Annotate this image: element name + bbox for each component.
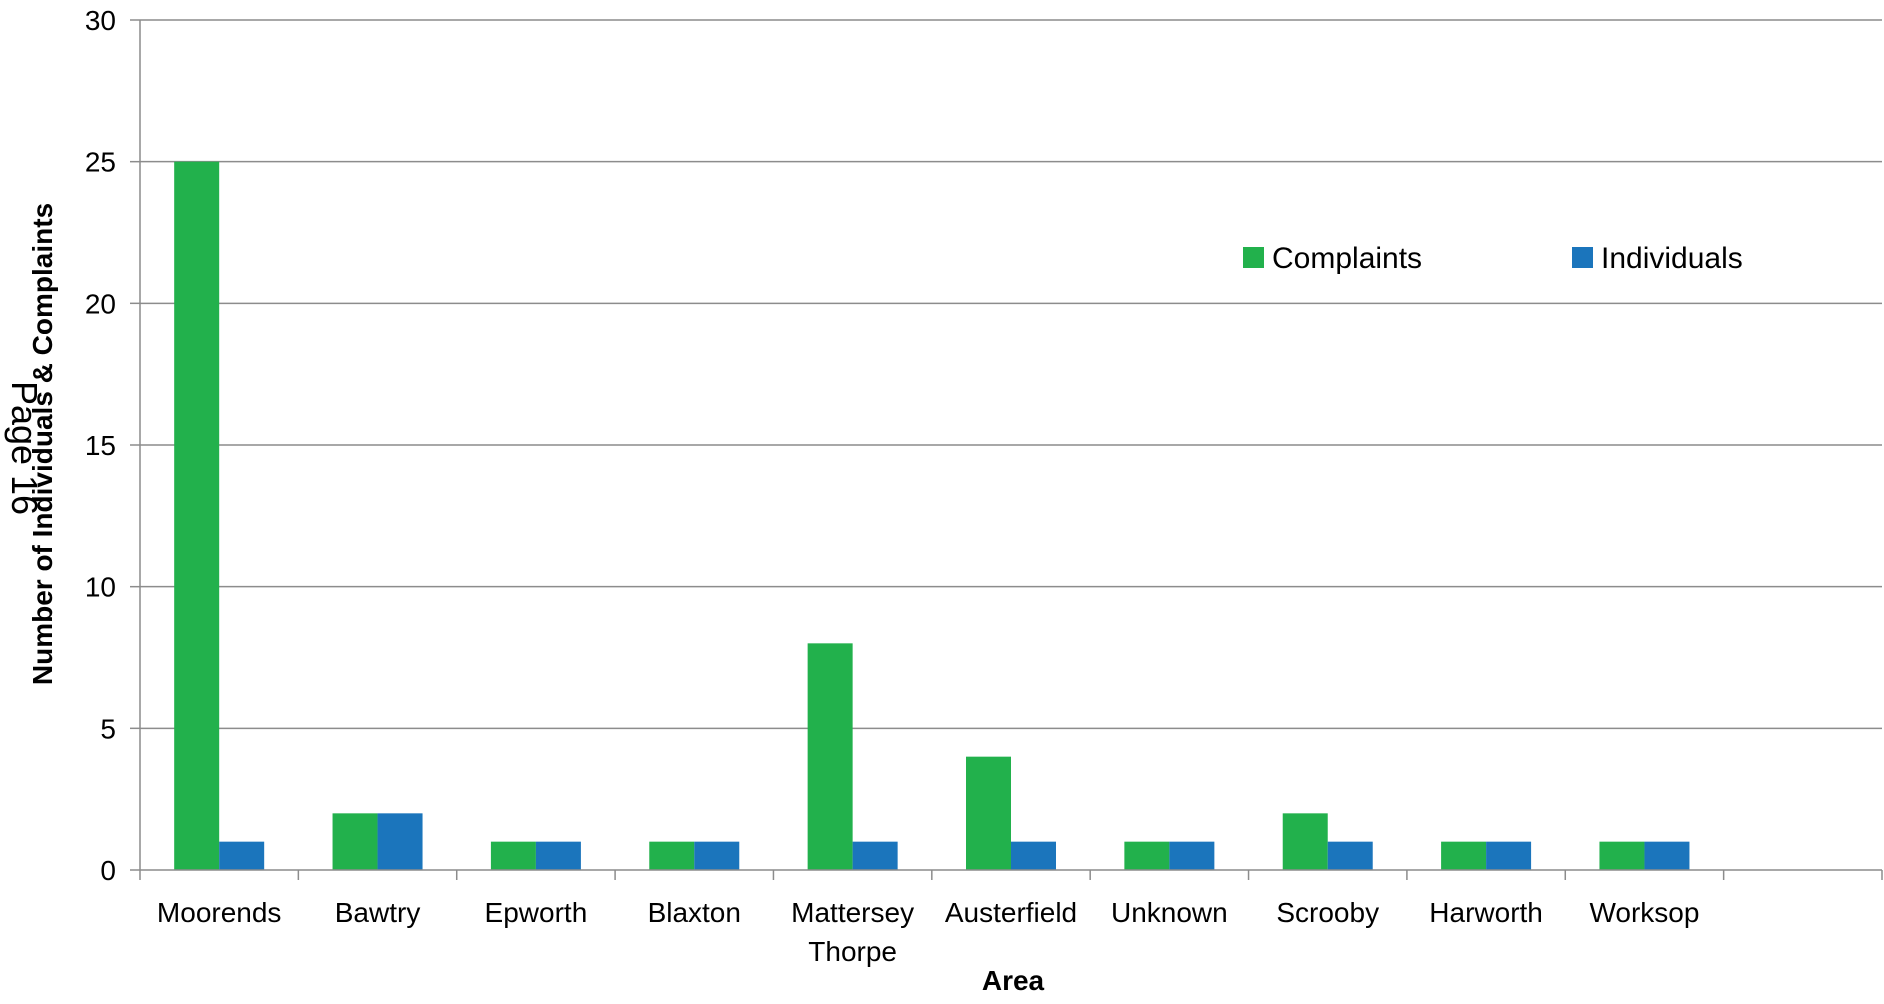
x-axis-title: Area [982, 965, 1045, 996]
x-tick-label: Worksop [1589, 897, 1699, 928]
bar-complaints [174, 161, 220, 870]
bars [174, 161, 1690, 870]
x-tick-label: Epworth [485, 897, 588, 928]
axes [130, 19, 1883, 880]
bar-individuals [1644, 841, 1690, 870]
bar-individuals [852, 841, 898, 870]
bar-individuals [1327, 841, 1373, 870]
gridlines [140, 19, 1882, 730]
x-tick-label: Moorends [157, 897, 282, 928]
bar-complaints [490, 841, 536, 870]
bar-individuals [1486, 841, 1532, 870]
bar-individuals [694, 841, 740, 870]
x-tick-labels: Moorends Bawtry Epworth Blaxton Mattersey Tho… [157, 897, 1700, 967]
legend-swatch-individuals [1572, 247, 1593, 268]
legend-swatch-complaints [1243, 247, 1264, 268]
y-tick-label: 15 [85, 430, 116, 461]
bar-complaints [332, 813, 378, 870]
bar-individuals [535, 841, 581, 870]
y-tick-label: 20 [85, 288, 116, 319]
y-tick-label: 25 [85, 147, 116, 178]
bar-complaints [1282, 813, 1328, 870]
bar-complaints [966, 756, 1011, 870]
y-tick-label: 0 [100, 855, 116, 886]
x-tick-label: Bawtry [335, 897, 421, 928]
x-tick-label: Scrooby [1276, 897, 1379, 928]
bar-individuals [377, 813, 423, 870]
y-tick-label: 10 [85, 572, 116, 603]
y-axis-title: Number of Individuals & Complaints [27, 203, 58, 685]
legend-label-individuals: Individuals [1601, 242, 1743, 275]
x-tick-label: Austerfield [945, 897, 1077, 928]
bar-individuals [219, 841, 265, 870]
y-tick-label: 5 [100, 713, 116, 744]
bar-complaints [807, 643, 853, 870]
x-tick-label: Unknown [1111, 897, 1228, 928]
x-tick-label: Harworth [1429, 897, 1543, 928]
bar-complaints [649, 841, 695, 870]
x-tick-label: Mattersey Thorpe [791, 897, 914, 967]
y-tick-label: 30 [85, 5, 116, 36]
legend-label-complaints: Complaints [1272, 242, 1422, 275]
bar-complaints [1124, 841, 1170, 870]
bar-individuals [1169, 841, 1215, 870]
legend: Complaints Individuals [1243, 242, 1743, 275]
bar-complaints [1441, 841, 1487, 870]
x-tick-label: Blaxton [648, 897, 741, 928]
page-stamp: Page 16 [4, 381, 45, 515]
y-tick-labels: 0 5 10 15 20 25 30 [85, 5, 116, 886]
bar-complaints [1599, 841, 1645, 870]
bar-individuals [1011, 841, 1056, 870]
